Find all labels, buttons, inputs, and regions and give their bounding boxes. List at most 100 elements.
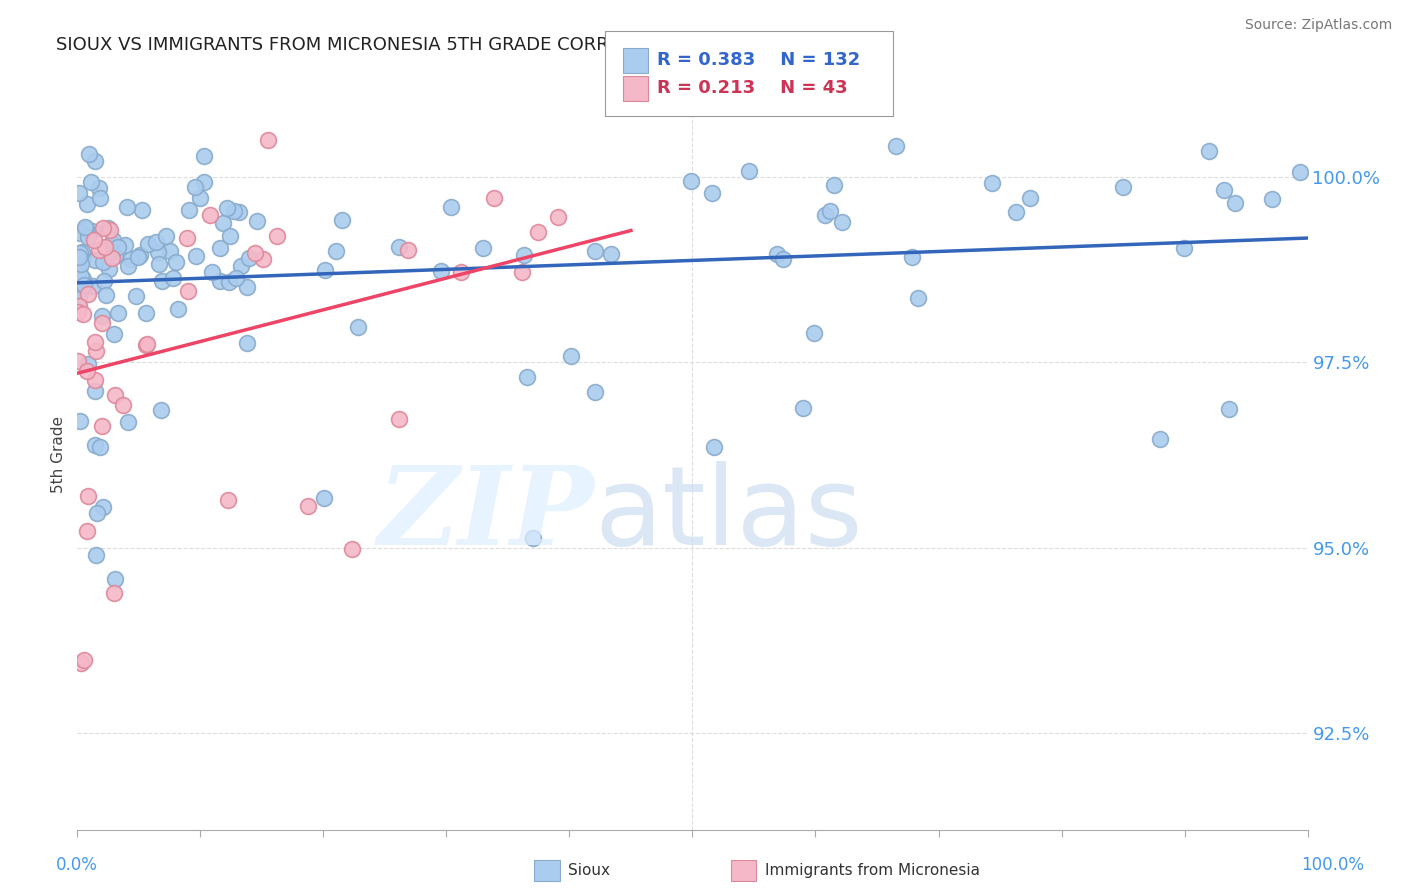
Point	[136, 236, 159, 251]
Point	[184, 249, 207, 263]
Point	[107, 306, 129, 320]
Point	[193, 175, 215, 189]
Text: SIOUX VS IMMIGRANTS FROM MICRONESIA 5TH GRADE CORRELATION CHART: SIOUX VS IMMIGRANTS FROM MICRONESIA 5TH …	[56, 36, 752, 54]
Text: ZIP: ZIP	[377, 461, 595, 568]
Point	[212, 216, 235, 230]
Point	[100, 244, 122, 259]
Point	[1223, 196, 1246, 211]
Point	[104, 249, 127, 263]
Point	[155, 228, 177, 243]
Point	[1198, 144, 1220, 158]
Point	[831, 215, 853, 229]
Point	[131, 203, 153, 218]
Point	[823, 178, 845, 192]
Point	[67, 299, 90, 313]
Point	[388, 240, 411, 254]
Point	[69, 414, 91, 428]
Point	[297, 499, 319, 513]
Point	[67, 263, 90, 277]
Point	[101, 236, 124, 251]
Point	[600, 247, 623, 261]
Point	[77, 287, 100, 301]
Text: Sioux: Sioux	[568, 863, 610, 878]
Point	[218, 229, 240, 244]
Point	[94, 240, 117, 254]
Point	[77, 230, 100, 244]
Point	[510, 265, 533, 279]
Point	[159, 244, 181, 258]
Point	[103, 585, 125, 599]
Point	[93, 274, 115, 288]
Point	[1213, 183, 1236, 197]
Point	[125, 289, 148, 303]
Point	[1173, 241, 1195, 255]
Point	[73, 653, 96, 667]
Point	[72, 252, 94, 266]
Point	[72, 306, 94, 320]
Point	[1112, 180, 1135, 194]
Point	[70, 656, 93, 670]
Point	[167, 302, 190, 317]
Point	[162, 271, 184, 285]
Point	[472, 241, 495, 255]
Point	[228, 205, 250, 219]
Point	[69, 246, 91, 260]
Point	[257, 133, 280, 147]
Point	[700, 186, 723, 200]
Point	[77, 357, 100, 371]
Point	[560, 349, 582, 363]
Point	[135, 306, 157, 320]
Point	[91, 255, 114, 269]
Point	[84, 344, 107, 359]
Point	[96, 288, 118, 302]
Point	[396, 243, 419, 257]
Point	[585, 384, 607, 399]
Point	[128, 248, 150, 262]
Point	[165, 255, 187, 269]
Point	[266, 229, 288, 244]
Point	[70, 257, 93, 271]
Point	[83, 234, 105, 248]
Point	[84, 438, 107, 452]
Point	[1218, 401, 1240, 416]
Point	[980, 176, 1002, 190]
Point	[907, 291, 929, 305]
Point	[67, 354, 90, 368]
Point	[193, 149, 215, 163]
Point	[111, 398, 134, 412]
Point	[84, 373, 107, 387]
Point	[77, 147, 100, 161]
Point	[440, 200, 463, 214]
Point	[76, 364, 98, 378]
Point	[97, 261, 120, 276]
Point	[177, 203, 200, 218]
Text: Immigrants from Micronesia: Immigrants from Micronesia	[765, 863, 980, 878]
Point	[330, 212, 353, 227]
Point	[818, 203, 841, 218]
Point	[82, 278, 104, 293]
Text: 0.0%: 0.0%	[56, 855, 98, 873]
Point	[84, 154, 107, 169]
Point	[198, 208, 221, 222]
Point	[120, 252, 142, 266]
Point	[69, 286, 91, 301]
Point	[429, 264, 451, 278]
Text: Source: ZipAtlas.com: Source: ZipAtlas.com	[1244, 18, 1392, 32]
Point	[176, 231, 198, 245]
Point	[217, 493, 239, 508]
Point	[76, 524, 98, 538]
Point	[67, 305, 90, 319]
Text: 100.0%: 100.0%	[1301, 855, 1364, 873]
Point	[252, 252, 274, 267]
Point	[450, 265, 472, 279]
Point	[1019, 191, 1042, 205]
Point	[103, 233, 125, 247]
Point	[218, 276, 240, 290]
Point	[208, 274, 231, 288]
Point	[115, 200, 138, 214]
Point	[73, 278, 96, 293]
Point	[246, 214, 269, 228]
Point	[89, 191, 111, 205]
Point	[1289, 165, 1312, 179]
Point	[91, 317, 114, 331]
